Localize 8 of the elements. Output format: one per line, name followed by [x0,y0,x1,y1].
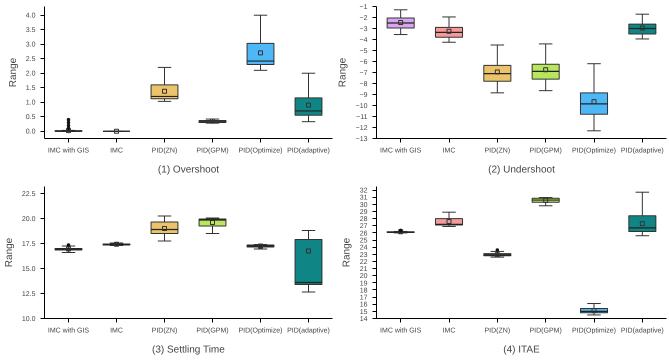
y-axis-title: Range [338,57,349,88]
text: (1) Overshoot [158,164,220,176]
text: (2) Undershoot [488,164,556,176]
y-axis-title: Range [4,237,15,268]
text: (4) ITAE [503,344,540,356]
y-axis-title: Range [342,237,353,268]
text: (3) Settling Time [152,344,226,356]
y-axis-title: Range [8,57,19,88]
